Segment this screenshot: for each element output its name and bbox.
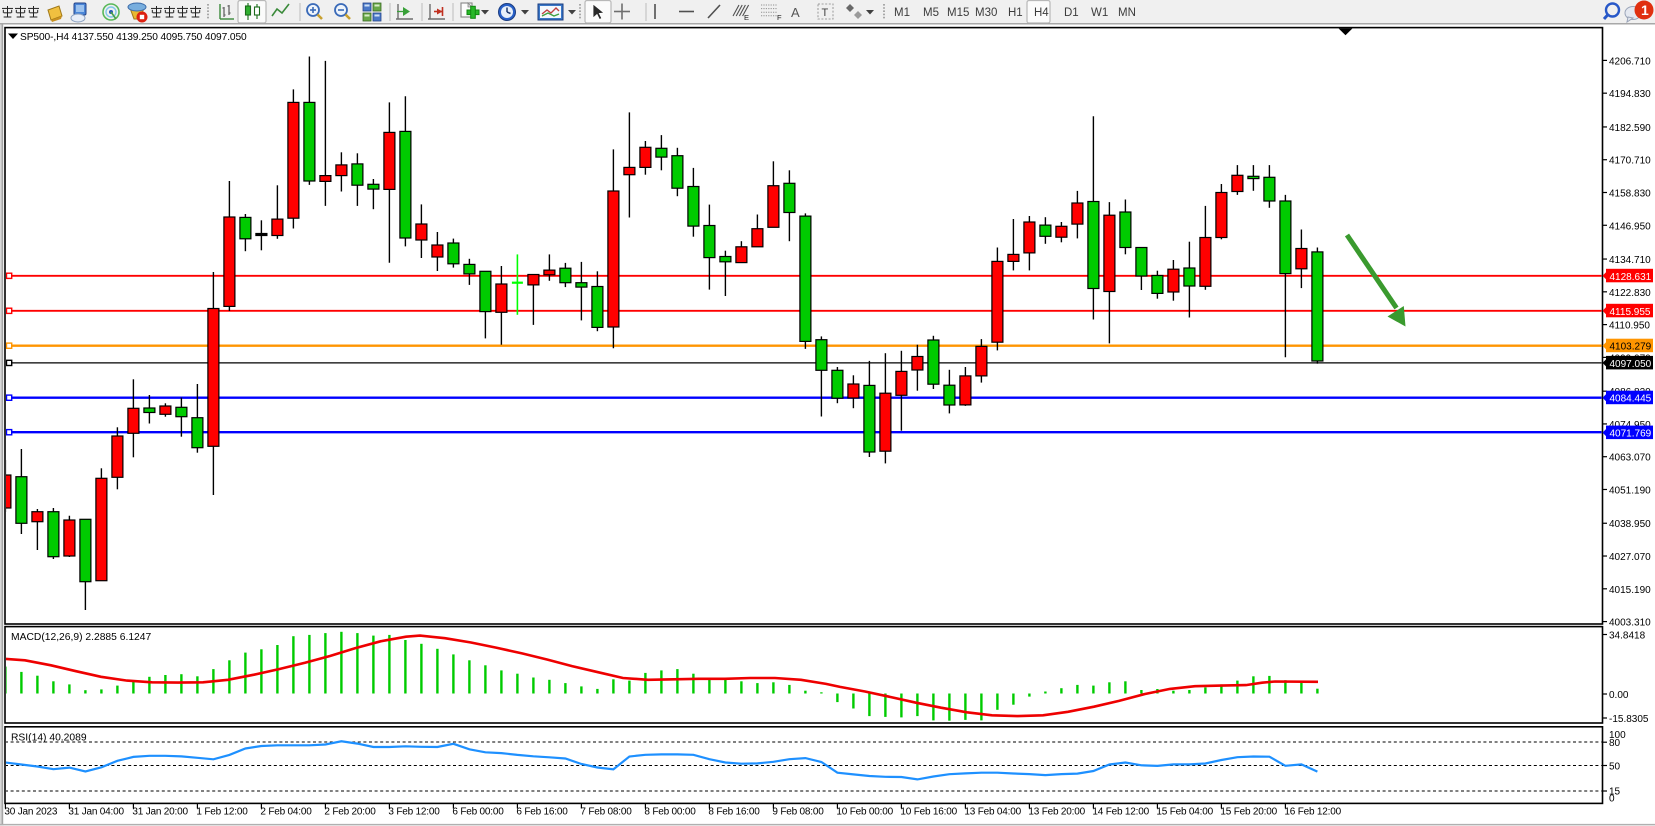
svg-text:F: F (777, 13, 782, 22)
svg-text:M5: M5 (923, 7, 939, 19)
svg-text:4170.710: 4170.710 (1609, 156, 1651, 167)
svg-text:15 Feb 04:00: 15 Feb 04:00 (1156, 807, 1213, 818)
svg-text:M30: M30 (975, 7, 997, 19)
svg-text:4182.590: 4182.590 (1609, 123, 1651, 134)
svg-text:4206.710: 4206.710 (1609, 56, 1651, 67)
svg-text:H1: H1 (1008, 7, 1023, 19)
svg-text:8 Feb 00:00: 8 Feb 00:00 (644, 807, 696, 818)
svg-text:MN: MN (1118, 7, 1136, 19)
svg-text:1: 1 (1641, 2, 1649, 18)
svg-text:31 Jan 20:00: 31 Jan 20:00 (132, 807, 188, 818)
svg-text:34.8418: 34.8418 (1609, 631, 1646, 642)
svg-text:13 Feb 04:00: 13 Feb 04:00 (964, 807, 1021, 818)
svg-text:4194.830: 4194.830 (1609, 89, 1651, 100)
svg-text:4074.950: 4074.950 (1609, 420, 1651, 431)
svg-text:4015.190: 4015.190 (1609, 585, 1651, 596)
svg-text:8 Feb 16:00: 8 Feb 16:00 (708, 807, 760, 818)
svg-text:4071.769: 4071.769 (1610, 429, 1652, 440)
svg-text:4084.445: 4084.445 (1610, 394, 1652, 405)
svg-text:15: 15 (1609, 787, 1621, 798)
svg-text:4097.050: 4097.050 (1610, 359, 1652, 370)
svg-text:4063.070: 4063.070 (1609, 453, 1651, 464)
svg-text:6 Feb 00:00: 6 Feb 00:00 (452, 807, 504, 818)
svg-text:4051.190: 4051.190 (1609, 485, 1651, 496)
svg-text:50: 50 (1609, 762, 1621, 773)
svg-text:RSI(14) 40.2089: RSI(14) 40.2089 (11, 733, 87, 744)
svg-text:4038.950: 4038.950 (1609, 519, 1651, 530)
svg-text:D1: D1 (1064, 7, 1079, 19)
svg-text:W1: W1 (1091, 7, 1108, 19)
svg-text:-15.8305: -15.8305 (1609, 714, 1649, 725)
svg-text:2 Feb 04:00: 2 Feb 04:00 (260, 807, 312, 818)
svg-text:4158.830: 4158.830 (1609, 189, 1651, 200)
svg-text:T: T (822, 7, 829, 19)
svg-text:4027.070: 4027.070 (1609, 552, 1651, 563)
svg-text:4115.955: 4115.955 (1610, 307, 1651, 318)
svg-text:10 Feb 16:00: 10 Feb 16:00 (900, 807, 957, 818)
svg-text:15 Feb 20:00: 15 Feb 20:00 (1220, 807, 1277, 818)
svg-text:1 Feb 12:00: 1 Feb 12:00 (196, 807, 248, 818)
svg-text:0.00: 0.00 (1609, 690, 1629, 701)
svg-text:6 Feb 16:00: 6 Feb 16:00 (516, 807, 568, 818)
svg-text:4128.631: 4128.631 (1610, 272, 1652, 283)
svg-text:4103.279: 4103.279 (1610, 342, 1652, 353)
svg-text:E: E (744, 13, 749, 22)
svg-text:30 Jan 2023: 30 Jan 2023 (4, 807, 57, 818)
svg-text:A: A (791, 5, 800, 20)
svg-text:4110.950: 4110.950 (1609, 321, 1650, 332)
svg-text:14 Feb 12:00: 14 Feb 12:00 (1092, 807, 1149, 818)
svg-text:MACD(12,26,9) 2.2885 6.1247: MACD(12,26,9) 2.2885 6.1247 (11, 632, 152, 643)
svg-text:13 Feb 20:00: 13 Feb 20:00 (1028, 807, 1085, 818)
svg-text:31 Jan 04:00: 31 Jan 04:00 (68, 807, 124, 818)
svg-text:M1: M1 (894, 7, 910, 19)
svg-text:4122.830: 4122.830 (1609, 288, 1651, 299)
svg-text:H4: H4 (1034, 7, 1049, 19)
svg-text:16 Feb 12:00: 16 Feb 12:00 (1284, 807, 1341, 818)
svg-text:0: 0 (1609, 794, 1615, 805)
svg-text:3 Feb 12:00: 3 Feb 12:00 (388, 807, 440, 818)
svg-text:4134.710: 4134.710 (1609, 255, 1651, 266)
svg-text:10 Feb 00:00: 10 Feb 00:00 (836, 807, 893, 818)
svg-text:100: 100 (1609, 730, 1626, 741)
svg-text:4003.310: 4003.310 (1609, 618, 1651, 629)
svg-text:M15: M15 (947, 7, 969, 19)
svg-text:SP500-,H4 4137.550 4139.250 4: SP500-,H4 4137.550 4139.250 4095.750 409… (20, 32, 247, 43)
svg-text:9 Feb 08:00: 9 Feb 08:00 (772, 807, 824, 818)
svg-text:4146.950: 4146.950 (1609, 221, 1651, 232)
svg-text:2 Feb 20:00: 2 Feb 20:00 (324, 807, 376, 818)
svg-text:7 Feb 08:00: 7 Feb 08:00 (580, 807, 632, 818)
svg-text:80: 80 (1609, 738, 1621, 749)
